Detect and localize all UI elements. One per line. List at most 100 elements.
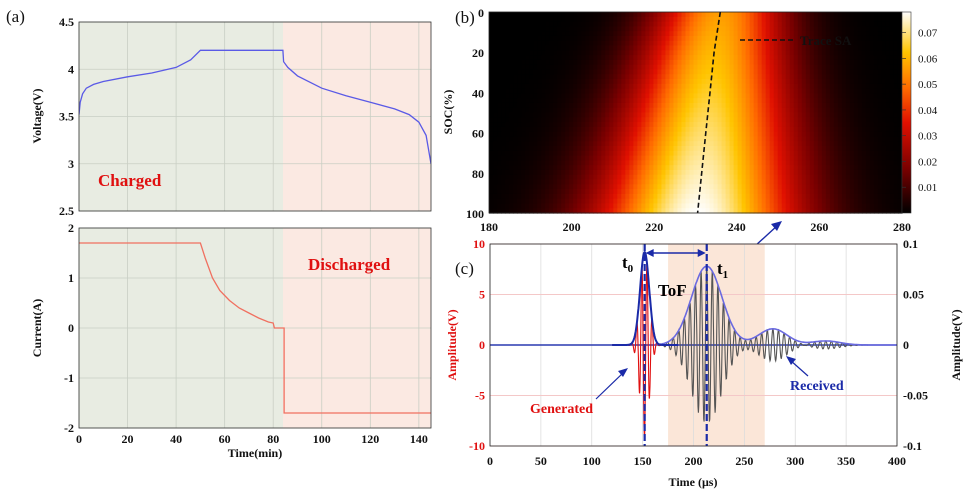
heat-cell: [805, 26, 811, 32]
heat-cell: [569, 165, 574, 171]
heat-cell: [621, 74, 626, 80]
heat-cell: [625, 179, 630, 185]
heat-cell: [865, 50, 871, 56]
heat-cell: [785, 31, 791, 37]
heat-cell: [741, 16, 747, 23]
heat-cell: [673, 155, 679, 161]
heat-cell: [865, 146, 871, 152]
heat-cell: [877, 40, 883, 47]
heat-cell: [781, 131, 787, 138]
heat-cell: [553, 107, 558, 114]
heat-cell: [845, 12, 851, 18]
heat-cell: [533, 179, 538, 185]
heat-cell: [493, 74, 498, 80]
heat-cell: [581, 122, 586, 128]
heat-cell: [677, 83, 683, 90]
heat-cell: [729, 160, 735, 166]
heat-cell: [773, 55, 779, 61]
heat-cell: [689, 122, 695, 128]
heat-cell: [537, 45, 542, 51]
heat-cell: [881, 59, 887, 66]
heat-cell: [893, 88, 899, 94]
heat-cell: [889, 88, 895, 94]
heat-cell: [869, 150, 875, 157]
heat-cell: [793, 155, 799, 161]
heat-cell: [513, 117, 518, 123]
heat-cell: [573, 150, 578, 157]
heat-cell: [809, 117, 815, 123]
heat-cell: [537, 102, 542, 109]
heat-cell: [493, 93, 498, 99]
heat-cell: [801, 107, 807, 114]
heat-cell: [749, 93, 755, 99]
heat-cell: [489, 83, 494, 90]
heat-cell: [609, 112, 614, 118]
heat-cell: [693, 74, 699, 80]
heat-cell: [777, 208, 783, 214]
heat-cell: [781, 35, 787, 42]
heat-cell: [857, 179, 863, 185]
heat-cell: [853, 16, 859, 23]
heat-cell: [589, 74, 594, 80]
heat-cell: [717, 35, 723, 42]
heat-cell: [753, 141, 759, 147]
heat-cell: [521, 155, 526, 161]
heat-cell: [677, 64, 683, 71]
heat-cell: [713, 88, 719, 94]
heat-cell: [649, 117, 654, 123]
heat-cell: [537, 59, 542, 66]
heat-cell: [797, 112, 803, 118]
heat-cell: [677, 198, 683, 205]
heat-cell: [633, 16, 638, 23]
heat-cell: [621, 136, 626, 142]
heat-cell: [801, 59, 807, 66]
heat-cell: [865, 203, 871, 209]
heat-cell: [501, 74, 506, 80]
heat-cell: [681, 83, 687, 90]
heat-cell: [621, 50, 626, 56]
heat-cell: [573, 45, 578, 51]
heat-cell: [657, 189, 663, 195]
heat-cell: [805, 165, 811, 171]
heat-cell: [529, 74, 534, 80]
heat-cell: [673, 83, 679, 90]
heat-cell: [593, 131, 598, 138]
heat-cell: [869, 59, 875, 66]
heat-cell: [793, 40, 799, 47]
heat-cell: [613, 50, 618, 56]
heat-cell: [781, 198, 787, 205]
heat-cell: [577, 107, 582, 114]
heat-cell: [593, 169, 598, 176]
heat-cell: [857, 203, 863, 209]
heat-cell: [753, 79, 759, 85]
heat-cell: [841, 40, 847, 47]
waveform-xtick-label: 300: [786, 454, 804, 468]
heat-cell: [709, 184, 715, 190]
heat-cell: [769, 40, 775, 47]
heat-cell: [661, 59, 667, 66]
heat-cell: [661, 40, 667, 47]
heat-cell: [869, 141, 875, 147]
heat-cell: [857, 45, 863, 51]
heat-cell: [777, 50, 783, 56]
heat-cell: [801, 174, 807, 181]
heat-cell: [785, 69, 791, 75]
heat-cell: [541, 98, 546, 104]
heat-cell: [565, 193, 570, 200]
heat-cell: [693, 155, 699, 161]
heat-cell: [497, 12, 502, 18]
heat-cell: [845, 79, 851, 85]
heat-cell: [737, 88, 743, 94]
heat-cell: [665, 155, 671, 161]
heat-cell: [489, 74, 494, 80]
heat-cell: [713, 93, 719, 99]
heat-cell: [493, 31, 498, 37]
heat-cell: [773, 59, 779, 66]
heat-cell: [553, 150, 558, 157]
heat-cell: [489, 117, 494, 123]
heat-cell: [565, 112, 570, 118]
heat-cell: [541, 131, 546, 138]
heat-cell: [769, 98, 775, 104]
heat-cell: [613, 79, 618, 85]
heat-cell: [877, 165, 883, 171]
